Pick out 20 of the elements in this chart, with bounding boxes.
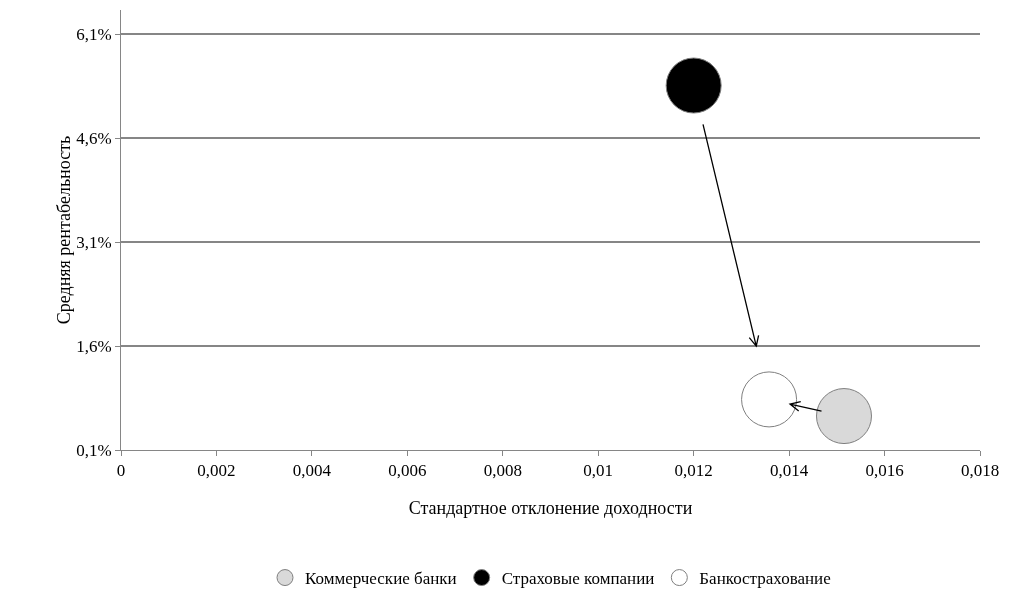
x-tick-label: 0,012 (674, 461, 713, 481)
x-tick-label: 0,014 (769, 461, 809, 481)
x-tick-label: 0,018 (960, 461, 1000, 481)
x-tick-label: 0,004 (292, 461, 332, 481)
legend-label: Банкострахование (699, 569, 831, 589)
y-tick-label: 1,6% (76, 337, 112, 357)
y-tick-label: 0,1% (76, 440, 112, 460)
x-tick-label: 0 (116, 461, 126, 481)
y-tick-label: 6,1% (76, 25, 112, 45)
x-tick-label: 0,01 (583, 461, 614, 481)
x-tick-label: 0,002 (197, 461, 236, 481)
x-tick-label: 0,006 (388, 461, 427, 481)
legend-label: Коммерческие банки (305, 569, 457, 589)
x-tick-label: 0,016 (865, 461, 904, 481)
legend-label: Страховые компании (501, 569, 655, 589)
x-axis-title: Стандартное отклонение доходности (408, 498, 693, 518)
y-tick-label: 4,6% (76, 129, 112, 149)
y-tick-label: 3,1% (76, 233, 112, 253)
y-axis-title: Средняя рентабельность (54, 135, 75, 325)
x-tick-label: 0,008 (483, 461, 522, 481)
